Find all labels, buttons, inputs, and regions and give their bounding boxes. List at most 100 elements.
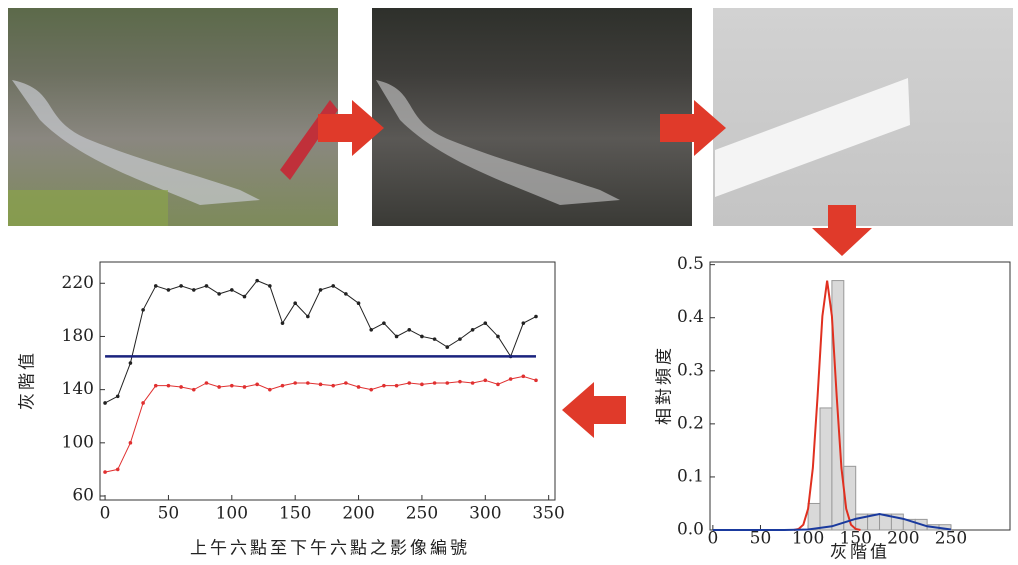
data-point xyxy=(268,284,272,288)
data-point xyxy=(522,321,526,325)
data-point xyxy=(407,381,411,385)
histogram-bar xyxy=(808,503,820,530)
data-point xyxy=(344,292,348,296)
data-point xyxy=(331,384,335,388)
data-point xyxy=(331,284,335,288)
data-point xyxy=(319,383,323,387)
x-axis-label: 灰階值 xyxy=(830,543,890,562)
data-point xyxy=(129,441,133,445)
data-point xyxy=(395,384,399,388)
data-point xyxy=(116,468,120,472)
data-point xyxy=(103,470,107,474)
data-point xyxy=(445,345,449,349)
y-tick-label: 0.0 xyxy=(677,520,704,540)
y-tick-label: 220 xyxy=(62,273,94,293)
y-tick-label: 180 xyxy=(62,326,94,346)
histogram-bar xyxy=(820,408,832,530)
data-point xyxy=(154,284,158,288)
plot-frame xyxy=(710,262,1010,530)
y-axis-label: 相對頻度 xyxy=(655,345,675,425)
data-point xyxy=(255,383,259,387)
x-tick-label: 250 xyxy=(935,529,967,549)
data-point xyxy=(471,328,475,332)
data-point xyxy=(306,381,310,385)
data-point xyxy=(357,301,361,305)
data-point xyxy=(458,337,462,341)
data-point xyxy=(471,381,475,385)
data-point xyxy=(243,385,247,389)
photo-grayscale xyxy=(372,8,692,226)
data-point xyxy=(179,385,183,389)
photo-original xyxy=(8,8,338,226)
data-point xyxy=(319,288,323,292)
data-point xyxy=(369,388,373,392)
data-point xyxy=(141,401,145,405)
data-point xyxy=(369,328,373,332)
data-point xyxy=(281,384,285,388)
data-point xyxy=(230,384,234,388)
data-point xyxy=(154,384,158,388)
x-tick-label: 50 xyxy=(750,529,772,549)
data-point xyxy=(344,381,348,385)
data-point xyxy=(522,375,526,379)
x-tick-label: 100 xyxy=(792,529,824,549)
data-point xyxy=(293,301,297,305)
x-axis-label: 上午六點至下午六點之影像編號 xyxy=(190,539,470,559)
x-tick-label: 350 xyxy=(532,504,564,524)
x-tick-label: 200 xyxy=(887,529,919,549)
data-point xyxy=(458,380,462,384)
y-tick-label: 60 xyxy=(72,486,94,506)
data-point xyxy=(217,292,221,296)
y-tick-label: 0.2 xyxy=(677,413,704,433)
data-point xyxy=(103,401,107,405)
data-point xyxy=(179,284,183,288)
data-point xyxy=(433,337,437,341)
data-point xyxy=(407,328,411,332)
photo-roi xyxy=(713,8,1013,226)
y-tick-label: 140 xyxy=(62,379,94,399)
x-tick-label: 50 xyxy=(158,504,180,524)
data-point xyxy=(230,288,234,292)
data-point xyxy=(483,321,487,325)
x-tick-label: 100 xyxy=(216,504,248,524)
data-point xyxy=(534,315,538,319)
data-point xyxy=(534,379,538,383)
data-point xyxy=(382,384,386,388)
data-point xyxy=(420,383,424,387)
data-point xyxy=(167,384,171,388)
data-point xyxy=(445,381,449,385)
data-point xyxy=(357,385,361,389)
x-tick-label: 300 xyxy=(469,504,501,524)
data-point xyxy=(496,335,500,339)
data-point xyxy=(420,335,424,339)
data-point xyxy=(217,385,221,389)
y-tick-label: 100 xyxy=(62,432,94,452)
y-tick-label: 0.3 xyxy=(677,360,704,380)
data-point xyxy=(243,295,247,299)
data-point xyxy=(433,381,437,385)
data-point xyxy=(268,388,272,392)
x-tick-label: 150 xyxy=(279,504,311,524)
data-point xyxy=(255,279,259,283)
data-point xyxy=(141,308,145,312)
data-point xyxy=(192,288,196,292)
data-point xyxy=(306,315,310,319)
data-point xyxy=(129,361,133,365)
data-point xyxy=(509,377,513,381)
data-point xyxy=(167,288,171,292)
data-point xyxy=(382,321,386,325)
data-point xyxy=(205,284,209,288)
data-point xyxy=(483,379,487,383)
x-tick-label: 200 xyxy=(342,504,374,524)
data-point xyxy=(192,388,196,392)
data-point xyxy=(116,394,120,398)
y-tick-label: 0.5 xyxy=(677,254,704,274)
figure: 60 100 140 180 220 0 50 100 150 200 250 300 350 上午六點至… xyxy=(0,0,1018,561)
data-line xyxy=(105,376,536,472)
data-point xyxy=(281,321,285,325)
x-tick-label: 0 xyxy=(100,504,111,524)
x-tick-label: 250 xyxy=(406,504,438,524)
data-point xyxy=(293,381,297,385)
x-tick-label: 0 xyxy=(707,529,718,549)
data-point xyxy=(205,381,209,385)
